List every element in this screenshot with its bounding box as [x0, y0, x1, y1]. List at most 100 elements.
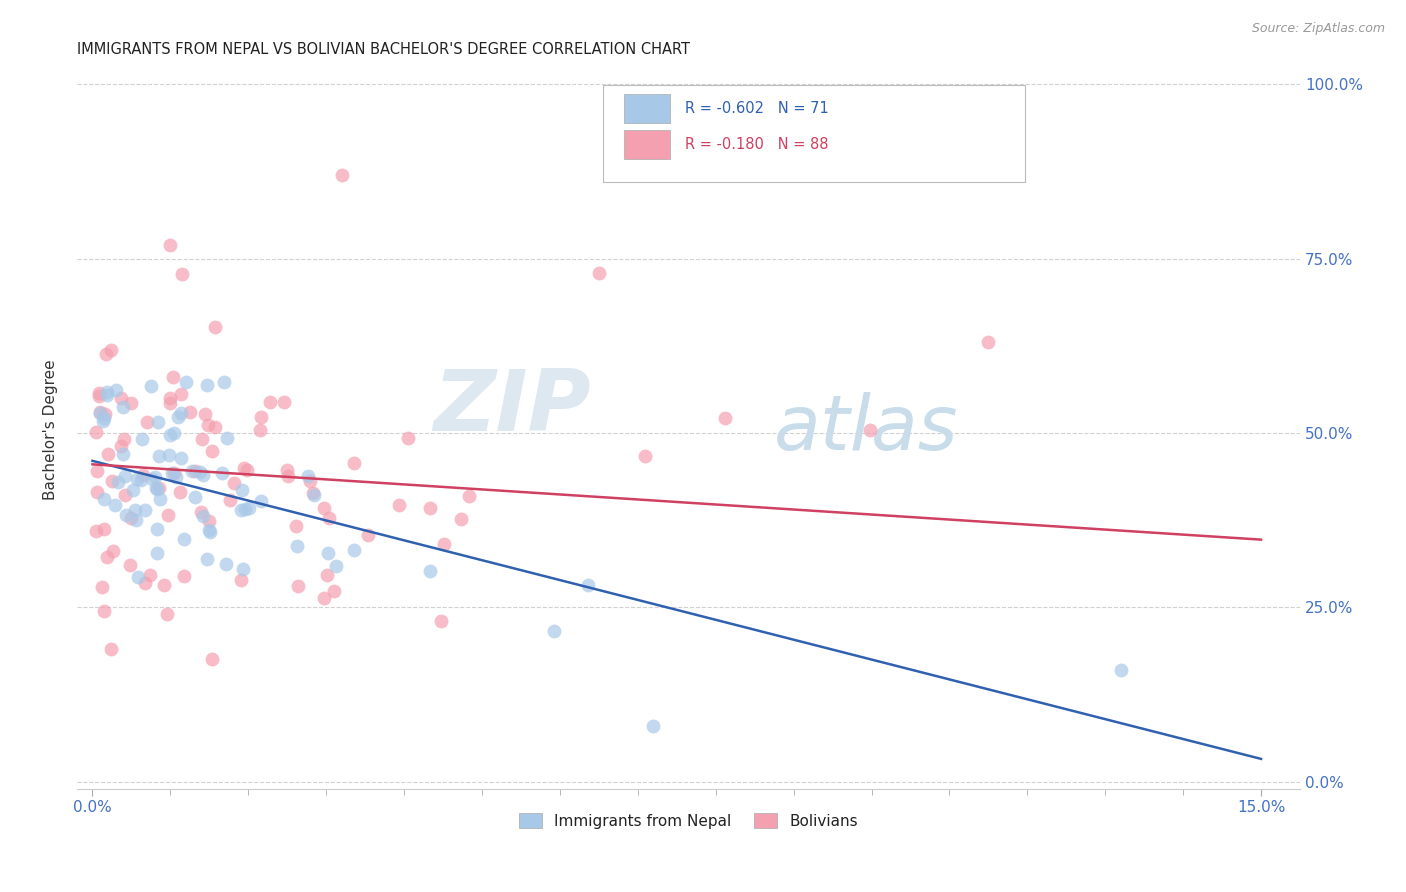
Point: [419, 564, 441, 578]
Point: [157, 508, 180, 523]
Text: IMMIGRANTS FROM NEPAL VS BOLIVIAN BACHELOR'S DEGREE CORRELATION CHART: IMMIGRANTS FROM NEPAL VS BOLIVIAN BACHEL…: [77, 42, 690, 57]
Point: [977, 335, 1000, 350]
Point: [284, 519, 307, 533]
Point: [543, 624, 565, 639]
Y-axis label: Bachelor's Degree: Bachelor's Degree: [44, 359, 58, 500]
Point: [236, 463, 259, 477]
Point: [714, 410, 737, 425]
Point: [323, 583, 346, 598]
Point: [169, 484, 191, 499]
Point: [93, 604, 115, 618]
Point: [148, 481, 170, 495]
Point: [89, 405, 111, 419]
Point: [146, 522, 169, 536]
Point: [104, 498, 127, 512]
Point: [276, 463, 298, 477]
Point: [163, 425, 186, 440]
Point: [430, 614, 453, 628]
Point: [231, 483, 253, 498]
Point: [139, 567, 162, 582]
Text: ZIP: ZIP: [433, 367, 591, 450]
Point: [120, 396, 142, 410]
Point: [89, 406, 111, 420]
Point: [96, 387, 118, 401]
Point: [105, 383, 128, 397]
Text: atlas: atlas: [775, 392, 959, 467]
Point: [249, 423, 271, 437]
Point: [100, 475, 122, 489]
Point: [238, 501, 260, 516]
Point: [134, 502, 156, 516]
Point: [302, 488, 325, 502]
Text: R = -0.180   N = 88: R = -0.180 N = 88: [685, 136, 828, 152]
Point: [179, 405, 201, 419]
Point: [343, 456, 366, 470]
Point: [135, 415, 157, 429]
Point: [148, 450, 170, 464]
Point: [93, 522, 115, 536]
Point: [193, 468, 215, 483]
Point: [330, 168, 353, 182]
Point: [159, 391, 181, 405]
Point: [198, 524, 221, 539]
Point: [285, 540, 308, 554]
Point: [198, 523, 221, 537]
Point: [219, 493, 242, 508]
Point: [159, 237, 181, 252]
Point: [145, 482, 167, 496]
Point: [184, 490, 207, 504]
Point: [100, 642, 122, 657]
Point: [93, 411, 115, 425]
Point: [145, 482, 167, 496]
Point: [112, 432, 135, 446]
Point: [217, 432, 239, 446]
Point: [201, 652, 224, 666]
Point: [312, 501, 335, 516]
Point: [94, 347, 117, 361]
Point: [86, 425, 108, 439]
Point: [215, 557, 238, 571]
Point: [146, 546, 169, 560]
Point: [96, 550, 118, 565]
Point: [124, 503, 146, 517]
Point: [343, 543, 366, 558]
Point: [315, 567, 337, 582]
Point: [195, 378, 218, 392]
Point: [588, 266, 610, 280]
Point: [419, 500, 441, 515]
Point: [163, 467, 186, 481]
Point: [277, 468, 299, 483]
Point: [170, 387, 193, 401]
Point: [433, 537, 456, 551]
Text: Source: ZipAtlas.com: Source: ZipAtlas.com: [1251, 22, 1385, 36]
Point: [89, 389, 111, 403]
Point: [250, 410, 273, 425]
Point: [91, 580, 114, 594]
Point: [122, 483, 145, 497]
Bar: [624, 130, 671, 159]
Point: [125, 472, 148, 486]
Point: [96, 384, 118, 399]
Point: [141, 472, 163, 486]
Point: [127, 570, 149, 584]
Point: [86, 464, 108, 478]
Point: [1109, 663, 1132, 677]
Point: [643, 719, 665, 733]
Point: [167, 410, 190, 425]
Point: [174, 375, 197, 389]
Point: [153, 578, 176, 592]
Point: [180, 464, 202, 478]
Point: [233, 460, 256, 475]
Point: [312, 591, 335, 606]
Point: [195, 552, 218, 566]
Point: [191, 509, 214, 524]
Point: [114, 488, 136, 502]
Point: [86, 524, 108, 538]
Point: [191, 433, 214, 447]
Point: [229, 503, 252, 517]
Point: [165, 470, 187, 484]
Point: [198, 515, 221, 529]
Point: [190, 465, 212, 479]
Point: [229, 574, 252, 588]
Point: [111, 446, 134, 460]
